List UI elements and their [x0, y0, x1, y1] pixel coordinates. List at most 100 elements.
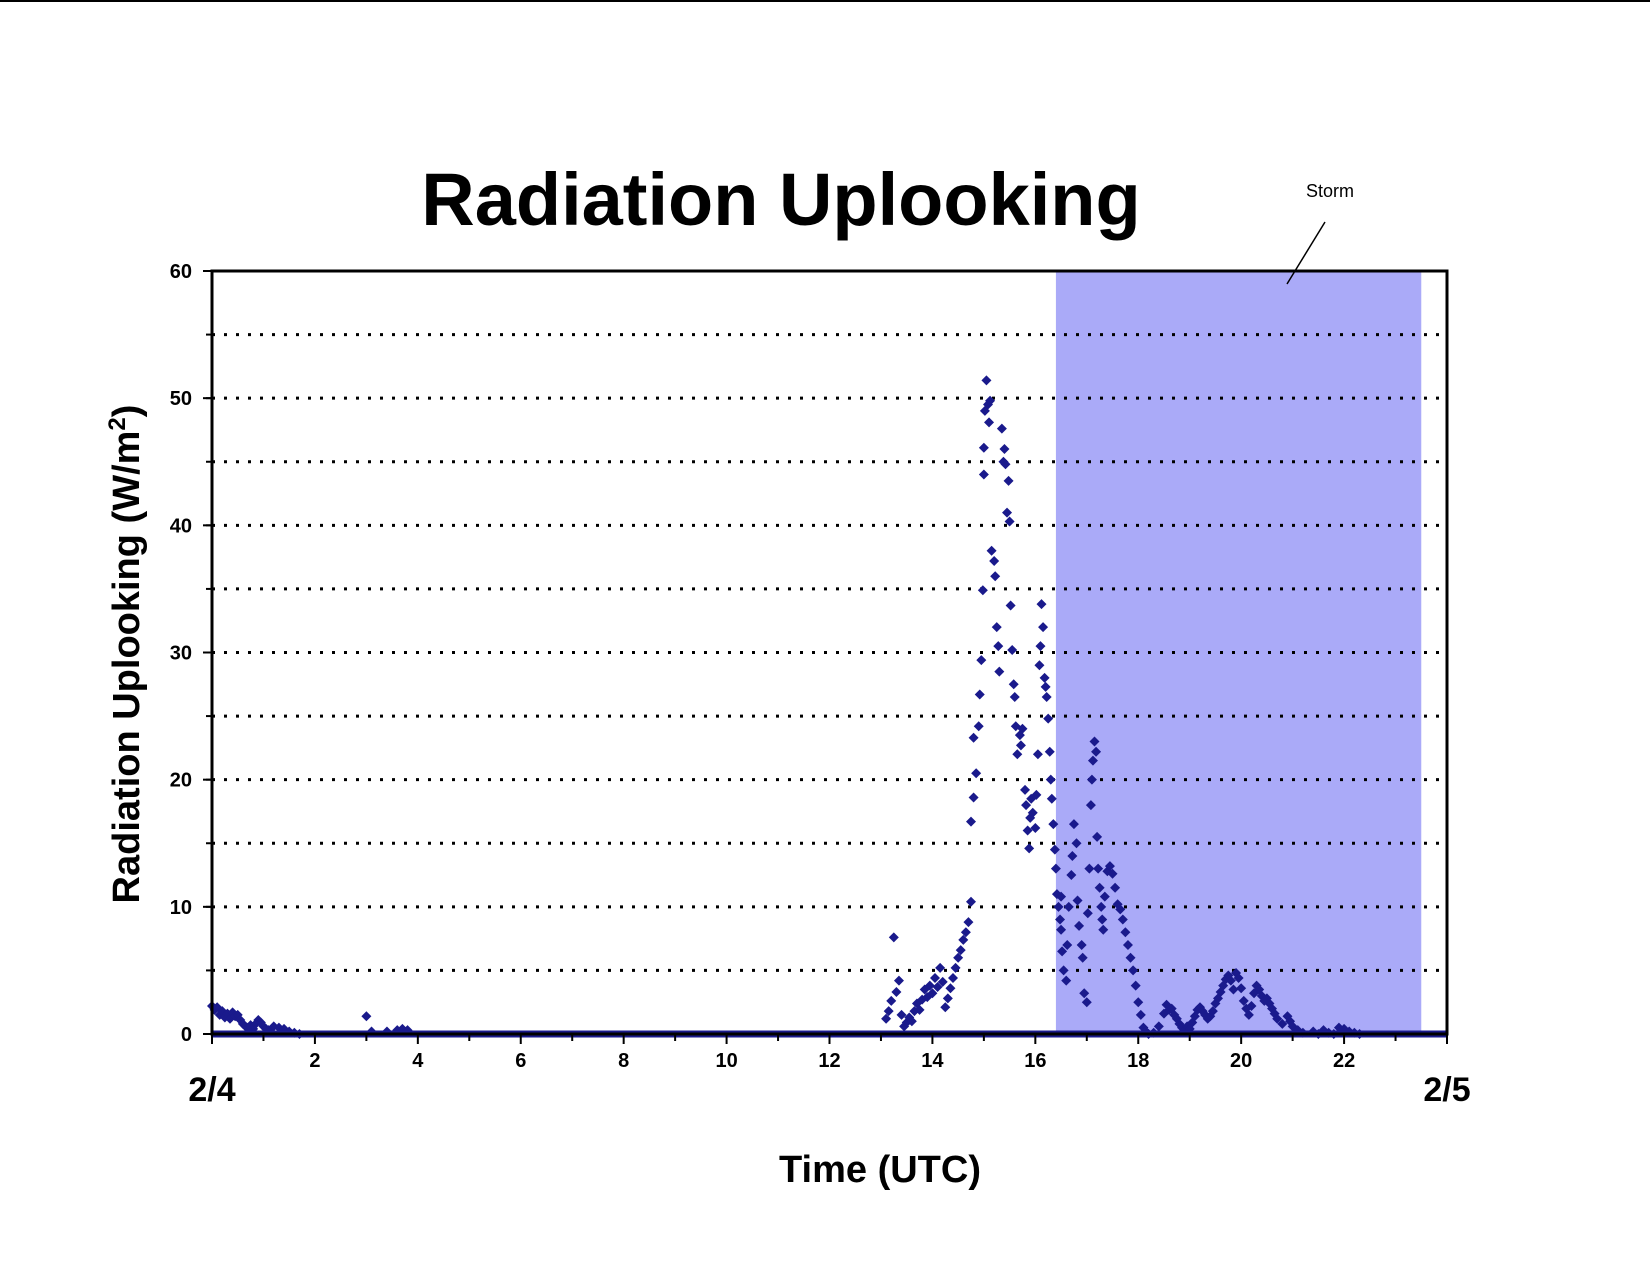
- data-point: [976, 655, 987, 666]
- x-tick-label: 12: [818, 1050, 840, 1072]
- data-point: [977, 585, 988, 596]
- data-point: [950, 962, 961, 973]
- axis-label-layer: 0 10 20 30 40 50 60 2 4 6 8 10 12 14 16 18 20 22 2/4 2/5 Tim…: [104, 261, 1471, 1191]
- data-point: [1066, 870, 1077, 881]
- y-tick-label: 60: [170, 261, 192, 283]
- data-point: [1020, 784, 1031, 795]
- data-point: [1022, 825, 1033, 836]
- x-tick-label: 20: [1230, 1050, 1252, 1072]
- data-point: [968, 732, 979, 743]
- y-tick-label: 30: [170, 643, 192, 665]
- data-point: [1048, 819, 1059, 830]
- y-tick-label: 50: [170, 388, 192, 410]
- data-point: [255, 1017, 266, 1028]
- data-point: [1012, 749, 1023, 760]
- data-point: [990, 571, 1001, 582]
- data-point: [1003, 475, 1014, 486]
- data-point: [1076, 939, 1087, 950]
- data-point: [986, 545, 997, 556]
- data-point: [973, 721, 984, 732]
- data-point: [1043, 713, 1054, 724]
- data-point: [960, 927, 971, 938]
- data-point: [1045, 774, 1056, 785]
- data-point: [1032, 749, 1043, 760]
- data-point: [361, 1011, 372, 1022]
- data-point: [1096, 901, 1107, 912]
- data-point: [1002, 507, 1013, 518]
- data-point: [1056, 891, 1067, 902]
- data-point: [914, 1004, 925, 1015]
- data-point: [999, 444, 1010, 455]
- data-point: [1030, 822, 1041, 833]
- data-point: [1014, 730, 1025, 741]
- x-tick-label: 18: [1127, 1050, 1149, 1072]
- data-point: [1055, 914, 1066, 925]
- x-tick-label: 16: [1024, 1050, 1046, 1072]
- data-point: [958, 934, 969, 945]
- data-point: [1087, 755, 1098, 766]
- data-point: [1107, 868, 1118, 879]
- data-point: [1117, 914, 1128, 925]
- data-point: [1017, 723, 1028, 734]
- x-tick-label: 2: [309, 1050, 320, 1072]
- data-point: [1000, 459, 1011, 470]
- data-point: [883, 1006, 894, 1017]
- data-point: [968, 792, 979, 803]
- x-tick-label: 10: [715, 1050, 737, 1072]
- data-point: [1031, 789, 1042, 800]
- data-point: [1091, 746, 1102, 757]
- top-border-line: [0, 0, 1650, 2]
- data-point: [940, 1002, 951, 1013]
- data-point: [893, 975, 904, 986]
- data-point: [1098, 924, 1109, 935]
- annotation-layer: Storm: [1286, 181, 1354, 285]
- data-point: [1040, 681, 1051, 692]
- y-tick-label: 0: [181, 1024, 192, 1046]
- data-point: [935, 962, 946, 973]
- data-point: [1074, 920, 1085, 931]
- data-point: [966, 816, 977, 827]
- data-point: [1046, 793, 1057, 804]
- data-point: [1228, 984, 1239, 995]
- data-point: [1104, 861, 1115, 872]
- data-point: [978, 469, 989, 480]
- data-point: [1008, 679, 1019, 690]
- data-point: [1115, 904, 1126, 915]
- chart-title: Radiation Uplooking: [421, 158, 1141, 241]
- y-axis-title: Radiation Uplooking (W/m2): [104, 405, 148, 904]
- data-point: [1063, 901, 1074, 912]
- data-point: [989, 555, 1000, 566]
- y-tick-label: 20: [170, 770, 192, 792]
- data-point: [1035, 641, 1046, 652]
- data-point: [1039, 672, 1050, 683]
- data-point: [1097, 914, 1108, 925]
- start-date-label: 2/4: [188, 1071, 235, 1109]
- data-point: [1072, 895, 1083, 906]
- data-point: [1246, 1001, 1257, 1012]
- data-point: [1027, 807, 1038, 818]
- data-point: [966, 896, 977, 907]
- data-point: [993, 641, 1004, 652]
- data-point: [1243, 1009, 1254, 1020]
- data-point: [1057, 946, 1068, 957]
- data-point: [886, 995, 897, 1006]
- x-tick-label: 22: [1333, 1050, 1355, 1072]
- x-tick-label: 4: [412, 1050, 424, 1072]
- data-point: [1094, 882, 1105, 893]
- data-point: [1233, 973, 1244, 984]
- data-point: [1056, 924, 1067, 935]
- data-point: [1034, 660, 1045, 671]
- data-point: [955, 945, 966, 956]
- data-point: [1068, 819, 1079, 830]
- data-point: [1044, 746, 1055, 757]
- data-point: [1061, 975, 1072, 986]
- data-point: [896, 1009, 907, 1020]
- data-point: [891, 987, 902, 998]
- data-point: [1021, 800, 1032, 811]
- data-point: [1005, 600, 1016, 611]
- data-point: [985, 395, 996, 406]
- data-point: [1036, 599, 1047, 610]
- y-tick-label: 40: [170, 515, 192, 537]
- data-point: [1053, 901, 1064, 912]
